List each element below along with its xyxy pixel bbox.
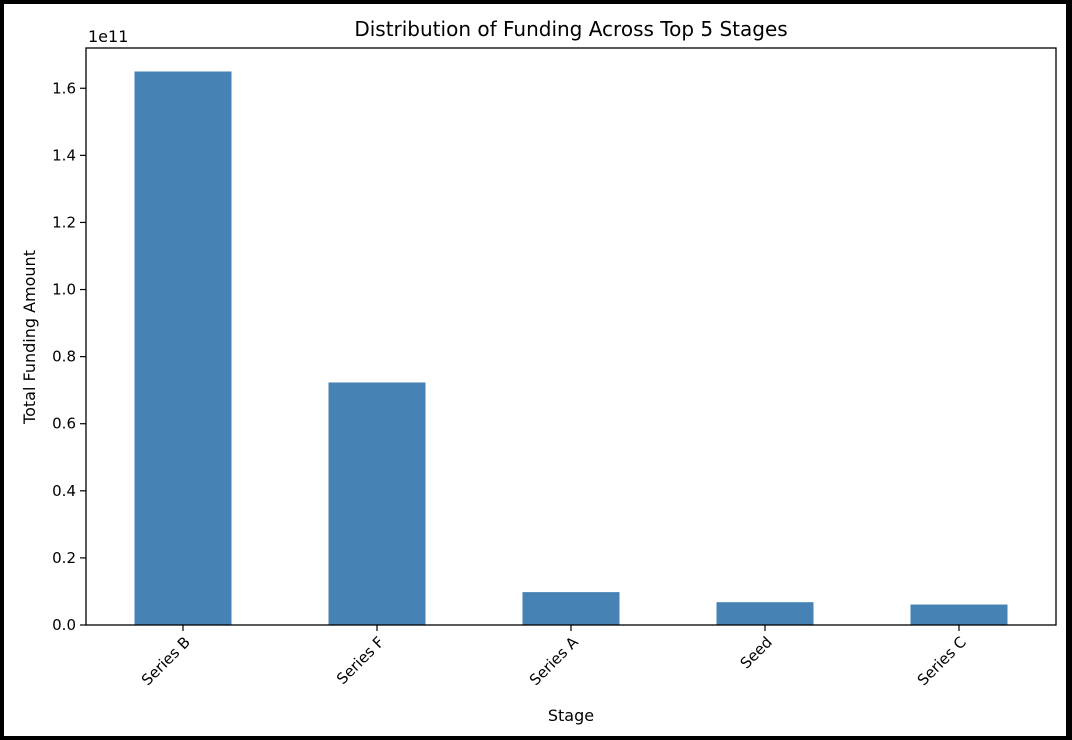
figure: 0.0 0.2 0.4 0.6 0.8 1.0 1.2 1.4 1.6 Series B Seri…: [4, 4, 1066, 736]
y-tick-label: 0.6: [52, 415, 76, 433]
y-tick-label: 1.2: [52, 213, 76, 231]
x-axis-label: Stage: [548, 706, 594, 725]
x-tick-label: Seed: [737, 633, 776, 672]
x-tick-label: Series C: [914, 633, 970, 689]
x-axis: Series B Series F Series A Seed Series C: [138, 625, 970, 689]
bar-chart: 0.00.20.40.60.81.01.21.41.6 Series B Seri…: [20, 17, 1057, 725]
bar-series-c: [910, 604, 1008, 625]
x-tick-label: Series A: [526, 633, 582, 689]
bar-seed: [716, 602, 814, 625]
bars-group: [134, 71, 1008, 626]
bar-series-f: [328, 382, 426, 625]
y-tick-label: 0.8: [52, 348, 76, 366]
x-tick-label: Series F: [333, 633, 388, 688]
bar-series-a: [522, 592, 620, 625]
y-tick-label: 0.2: [52, 549, 76, 567]
y-axis: 0.0 0.2 0.4 0.6 0.8 1.0 1.2 1.4 1.6: [52, 79, 86, 634]
y-axis-offset-label: 1e11: [88, 27, 128, 46]
y-axis-label: Total Funding Amount: [20, 250, 39, 425]
y-tick-label: 1.4: [52, 146, 76, 164]
y-tick-label: 0.0: [52, 616, 76, 634]
bar-series-b: [134, 71, 232, 626]
x-tick-label: Series B: [138, 633, 194, 689]
y-tick-label: 1.6: [52, 79, 76, 97]
y-tick-label: 1.0: [52, 281, 76, 299]
y-tick-label: 0.4: [52, 482, 76, 500]
chart-title: Distribution of Funding Across Top 5 Sta…: [354, 17, 787, 41]
